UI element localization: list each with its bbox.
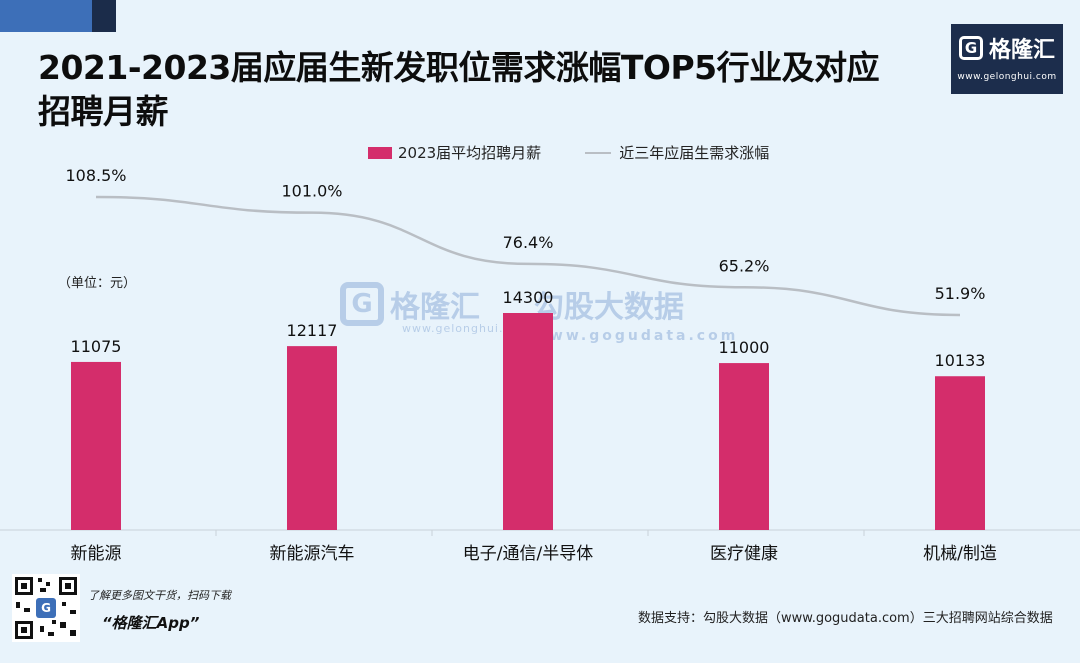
salary-bar	[719, 363, 769, 530]
legend-line-label: 近三年应届生需求涨幅	[619, 144, 770, 162]
legend-bar-label: 2023届平均招聘月薪	[398, 144, 542, 162]
category-tick-label: 新能源	[71, 544, 122, 564]
salary-data-label: 11075	[71, 337, 122, 356]
salary-bar	[71, 361, 121, 530]
salary-data-label: 11000	[719, 338, 770, 357]
legend-line-swatch	[585, 151, 612, 154]
watermark-g-icon: G	[340, 282, 384, 326]
growth-data-label: 108.5%	[65, 166, 126, 185]
logo-name: 格隆汇	[988, 38, 1055, 63]
gogudata-watermark: 勾股大数据 www.gogudata.com	[534, 282, 738, 344]
chart-title: 2021-2023届应届生新发职位需求涨幅TOP5行业及对应招聘月薪	[38, 48, 880, 131]
watermark-gelonghui-url: www.gelonghui.com	[402, 322, 530, 335]
qr-code[interactable]: G	[12, 574, 80, 642]
data-source: 数据支持：勾股大数据（www.gogudata.com）三大招聘网站综合数据	[638, 611, 1053, 626]
gelonghui-watermark: G 格隆汇 www.gelonghui.com	[340, 282, 529, 335]
salary-data-label: 12117	[287, 321, 338, 340]
watermark-gelonghui-text: 格隆汇	[390, 290, 480, 325]
qr-pattern	[15, 577, 77, 639]
gelonghui-logo: G 格隆汇 www.gelonghui.com	[951, 24, 1063, 94]
category-tick-label: 新能源汽车	[270, 544, 355, 564]
category-tick-label: 机械/制造	[923, 544, 997, 564]
logo-g-icon: G	[958, 36, 983, 60]
header-accent-light	[0, 0, 92, 32]
salary-bar	[503, 313, 553, 530]
category-tick-label: 电子/通信/半导体	[463, 544, 593, 564]
promo-line: 了解更多图文干货，扫码下载	[88, 589, 231, 602]
salary-data-label: 10133	[935, 351, 986, 370]
header-accent-dark	[92, 0, 116, 32]
watermark-gogudata-url: www.gogudata.com	[534, 328, 739, 344]
category-tick-label: 医疗健康	[710, 544, 778, 564]
salary-bar	[287, 346, 337, 530]
growth-data-label: 101.0%	[281, 182, 342, 201]
logo-url: www.gelonghui.com	[957, 72, 1057, 82]
promo-app-name: “格隆汇App”	[102, 614, 200, 632]
unit-note: （单位：元）	[58, 276, 137, 291]
salary-data-label: 14300	[503, 288, 554, 307]
chart-plot: 11075 12117 14300 11000 10133 108.5% 101.0% 76.…	[0, 166, 1080, 564]
growth-data-label: 65.2%	[719, 256, 770, 275]
watermark-gogudata-text: 勾股大数据	[534, 290, 684, 325]
growth-rate-line	[95, 195, 961, 317]
growth-data-label: 51.9%	[935, 284, 986, 303]
legend-bar-swatch	[368, 146, 392, 159]
salary-bar	[935, 376, 985, 530]
growth-data-label: 76.4%	[503, 233, 554, 252]
chart-legend: 2023届平均招聘月薪 近三年应届生需求涨幅	[368, 142, 769, 163]
qr-center-logo: G	[36, 598, 56, 618]
